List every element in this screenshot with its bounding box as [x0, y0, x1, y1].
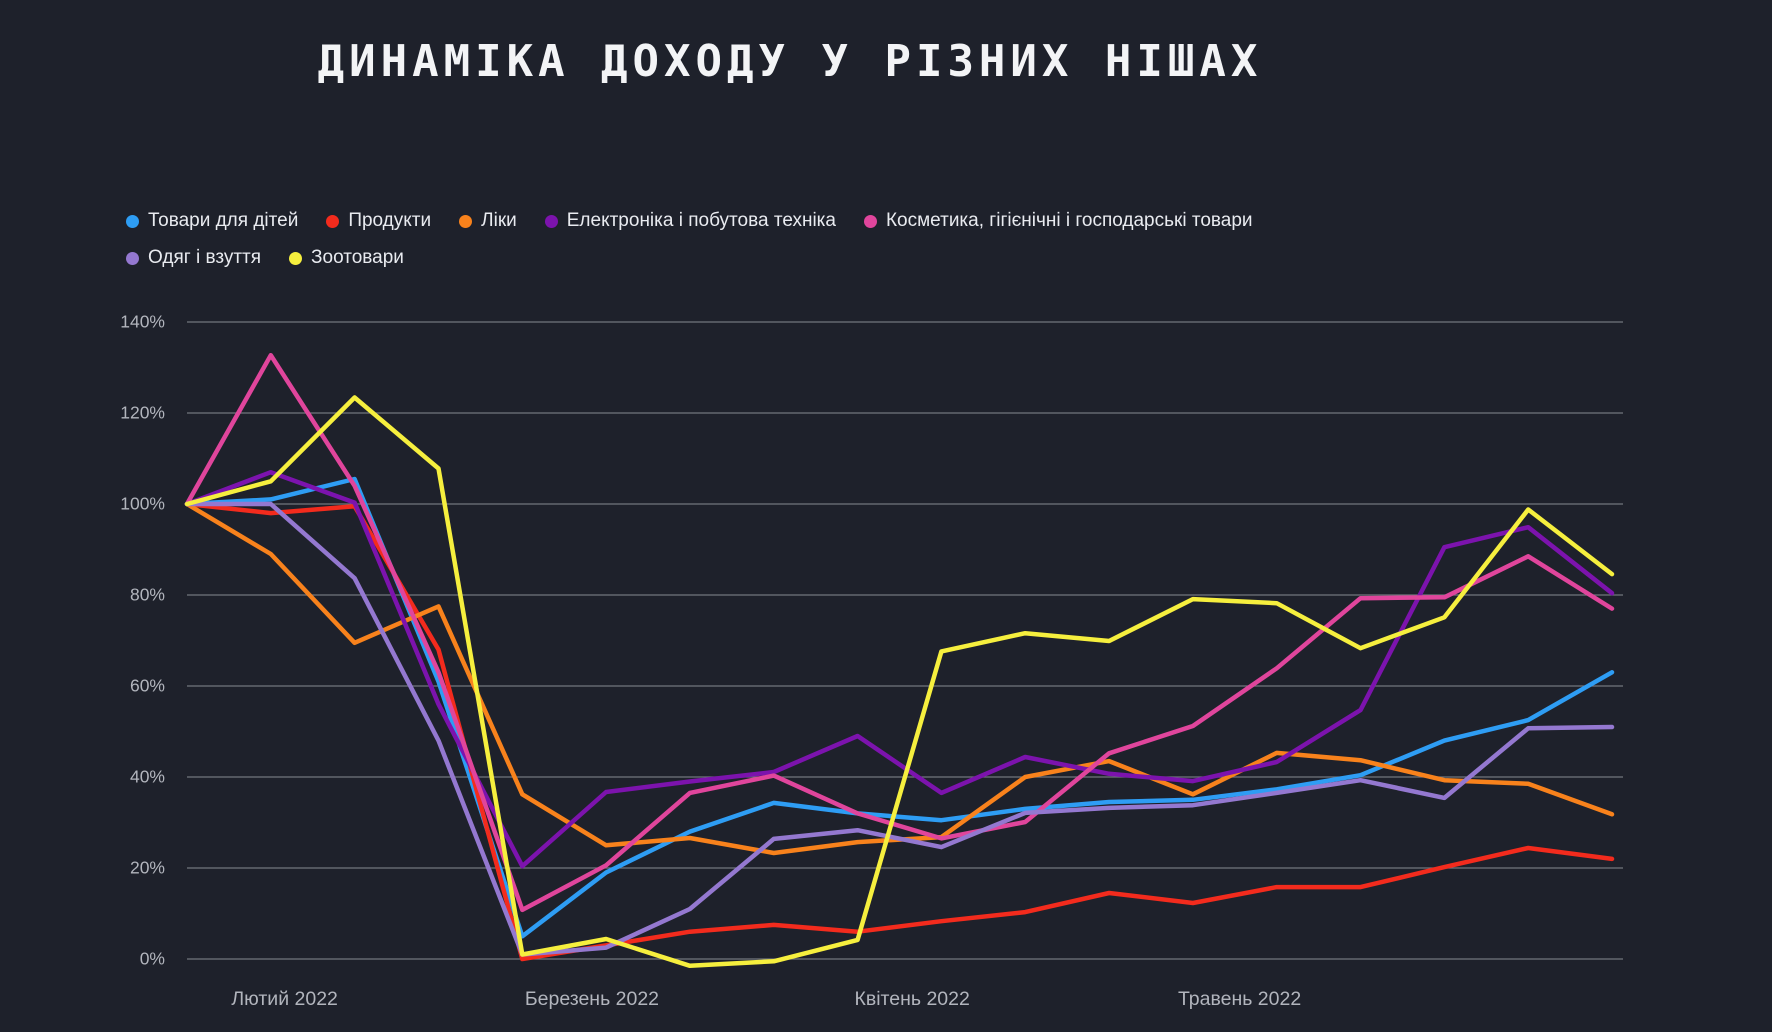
series-line: [184, 476, 1615, 939]
legend-label: Товари для дітей: [148, 210, 299, 231]
chart-legend: Товари для дітей Продукти Ліки Електроніка …: [126, 210, 1253, 284]
legend-row: Товари для дітей Продукти Ліки Електроніка …: [126, 210, 1253, 232]
legend-color-dot-icon: [126, 214, 139, 228]
legend-row: Одяг і взуття Зоотовари: [126, 247, 1253, 269]
legend-item: Продукти: [326, 210, 431, 232]
legend-item: Товари для дітей: [126, 210, 298, 232]
legend-color-dot-icon: [289, 251, 303, 265]
legend-label: Продукти: [348, 210, 432, 231]
x-axis-tick-label: Травень 2022: [1177, 988, 1302, 1010]
series-line: [184, 501, 1615, 962]
legend-label: Зоотовари: [311, 247, 404, 268]
y-axis-tick-label: 0%: [139, 948, 165, 969]
legend-item: Ліки: [459, 210, 517, 232]
legend-color-dot-icon: [544, 214, 558, 228]
legend-item: Електроніка і побутова техніка: [544, 210, 836, 232]
legend-label: Ліки: [481, 210, 517, 231]
x-axis-tick-label: Лютий 2022: [231, 988, 338, 1010]
series-line: [184, 395, 1615, 969]
y-axis-tick-label: 120%: [120, 402, 165, 423]
y-axis-tick-label: 20%: [129, 857, 165, 878]
y-axis-tick-label: 100%: [120, 493, 165, 514]
x-axis-tick-label: Березень 2022: [524, 988, 660, 1010]
y-axis-tick-label: 60%: [129, 675, 165, 696]
series-line: [184, 501, 1615, 957]
page-title: ДИНАМІКА ДОХОДУ У РІЗНИХ НІШАХ: [317, 36, 1263, 87]
legend-color-dot-icon: [126, 251, 139, 265]
series-line: [184, 352, 1615, 913]
legend-color-dot-icon: [326, 214, 340, 228]
y-axis-tick-label: 40%: [129, 766, 165, 787]
legend-label: Одяг і взуття: [148, 247, 262, 268]
legend-color-dot-icon: [459, 214, 473, 228]
legend-color-dot-icon: [863, 214, 877, 228]
y-axis-tick-label: 140%: [120, 311, 165, 332]
y-axis-tick-label: 80%: [129, 584, 165, 605]
legend-item: Зоотовари: [289, 247, 404, 269]
legend-item: Косметика, гігієнічні і господарські тов…: [863, 210, 1253, 232]
x-axis-tick-label: Квітень 2022: [854, 988, 970, 1010]
series-line: [184, 469, 1615, 869]
legend-item: Одяг і взуття: [126, 247, 261, 269]
legend-label: Косметика, гігієнічні і господарські тов…: [885, 210, 1253, 231]
legend-label: Електроніка і побутова техніка: [566, 210, 836, 231]
